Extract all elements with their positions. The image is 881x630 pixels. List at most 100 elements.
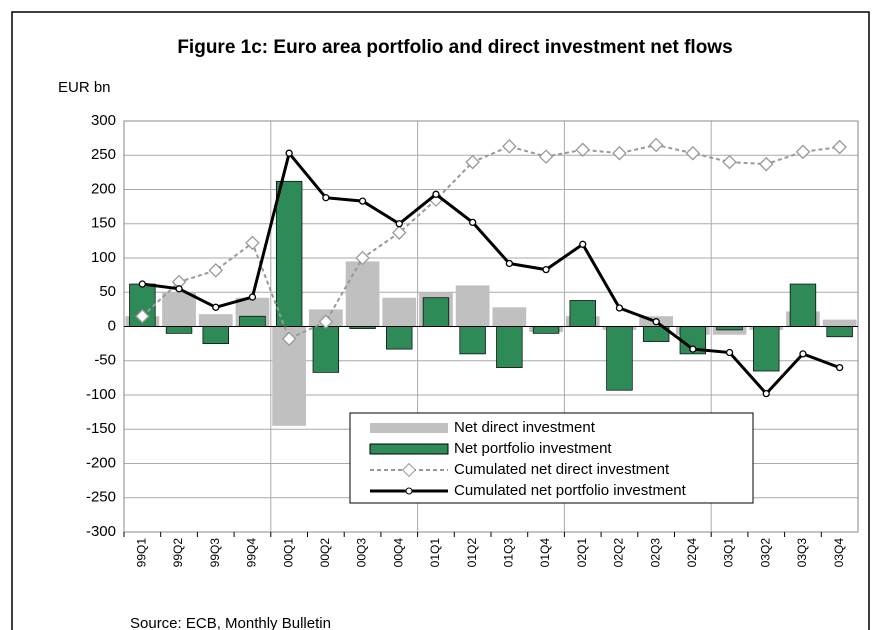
bar (345, 261, 380, 327)
bar (606, 326, 633, 391)
marker (355, 250, 370, 266)
y-tick-label: 150 (91, 215, 116, 232)
marker (538, 149, 554, 164)
x-tick-label: 99Q1 (135, 538, 149, 568)
x-tick-label: 02Q2 (612, 538, 626, 568)
x-tick-label: 99Q4 (245, 538, 259, 568)
x-tick-label: 01Q4 (538, 538, 552, 568)
line (142, 149, 841, 396)
marker (685, 145, 701, 161)
bar (382, 297, 417, 327)
legend-label: Net direct investment (454, 419, 596, 436)
y-tick-label: 250 (91, 146, 116, 163)
y-tick-label: 100 (91, 249, 116, 266)
legend-marker (405, 487, 413, 495)
marker (248, 293, 257, 301)
marker (575, 142, 591, 158)
x-tick-label: 02Q1 (575, 538, 589, 568)
marker (395, 220, 403, 228)
bar (789, 283, 817, 327)
marker (245, 235, 260, 251)
y-tick-label: -300 (86, 523, 116, 540)
marker (799, 350, 807, 358)
marker (468, 218, 477, 227)
bar (532, 326, 560, 334)
marker (212, 303, 220, 311)
marker (358, 197, 367, 205)
bar (312, 326, 340, 373)
chart-title: Figure 1c: Euro area portfolio and direc… (177, 37, 732, 58)
marker (579, 240, 587, 248)
marker (322, 194, 330, 202)
legend-label: Net portfolio investment (454, 440, 612, 457)
x-tick-label: 99Q3 (208, 538, 222, 568)
bar (202, 326, 229, 344)
bar (716, 326, 743, 331)
legend-label: Cumulated net direct investment (454, 461, 670, 478)
y-tick-label: 50 (99, 283, 116, 300)
legend-marker (401, 462, 417, 478)
bar (492, 307, 527, 327)
marker (281, 331, 297, 347)
marker (465, 154, 480, 170)
marker (138, 280, 147, 288)
x-tick-label: 01Q3 (502, 538, 516, 568)
x-tick-label: 01Q1 (428, 538, 442, 568)
bar (753, 326, 780, 372)
y-tick-label: -150 (86, 420, 116, 437)
bar (822, 319, 857, 327)
bar (162, 292, 196, 327)
bar (496, 326, 523, 368)
marker (542, 265, 550, 274)
bar (569, 300, 596, 327)
bar (165, 326, 193, 334)
legend-swatch (369, 443, 449, 455)
x-tick-label: 03Q2 (758, 538, 772, 568)
marker (318, 314, 334, 329)
marker (648, 137, 664, 153)
y-tick-label: -250 (86, 489, 116, 506)
source: Source: ECB, Monthly Bulletin (130, 615, 331, 630)
bar (826, 326, 853, 338)
marker (285, 149, 293, 157)
x-tick-label: 00Q1 (281, 538, 295, 568)
marker (175, 285, 183, 293)
x-tick-label: 03Q3 (795, 538, 809, 568)
marker (171, 274, 187, 290)
x-tick-label: 99Q2 (171, 538, 185, 568)
marker (689, 345, 697, 353)
marker (391, 225, 407, 240)
bar (386, 326, 413, 350)
marker (505, 259, 514, 268)
marker (135, 308, 150, 324)
marker (758, 156, 774, 172)
bar (459, 326, 486, 355)
marker (612, 145, 627, 161)
x-tick-label: 00Q4 (391, 538, 405, 568)
marker (615, 304, 624, 312)
x-tick-label: 00Q3 (355, 538, 369, 568)
marker (502, 139, 517, 154)
legend-swatch (370, 423, 448, 433)
y-tick-label: -100 (86, 386, 116, 403)
marker (832, 139, 847, 155)
marker (208, 263, 224, 278)
y-tick-label: 300 (91, 112, 116, 129)
x-tick-label: 03Q4 (832, 538, 846, 568)
x-tick-label: 03Q1 (722, 538, 736, 568)
x-tick-label: 00Q2 (318, 538, 332, 568)
line (141, 143, 840, 341)
y-tick-label: -200 (86, 454, 116, 471)
marker (762, 389, 770, 398)
bar (239, 315, 266, 327)
marker (795, 144, 811, 160)
legend-label: Cumulated net portfolio investment (454, 482, 687, 499)
marker (652, 318, 660, 326)
y-tick-label: 0 (108, 317, 116, 334)
bar (198, 314, 233, 327)
bar (422, 297, 450, 327)
bar (275, 180, 303, 327)
x-tick-label: 02Q4 (685, 538, 699, 568)
marker (722, 154, 737, 170)
x-tick-label: 02Q3 (648, 538, 662, 568)
